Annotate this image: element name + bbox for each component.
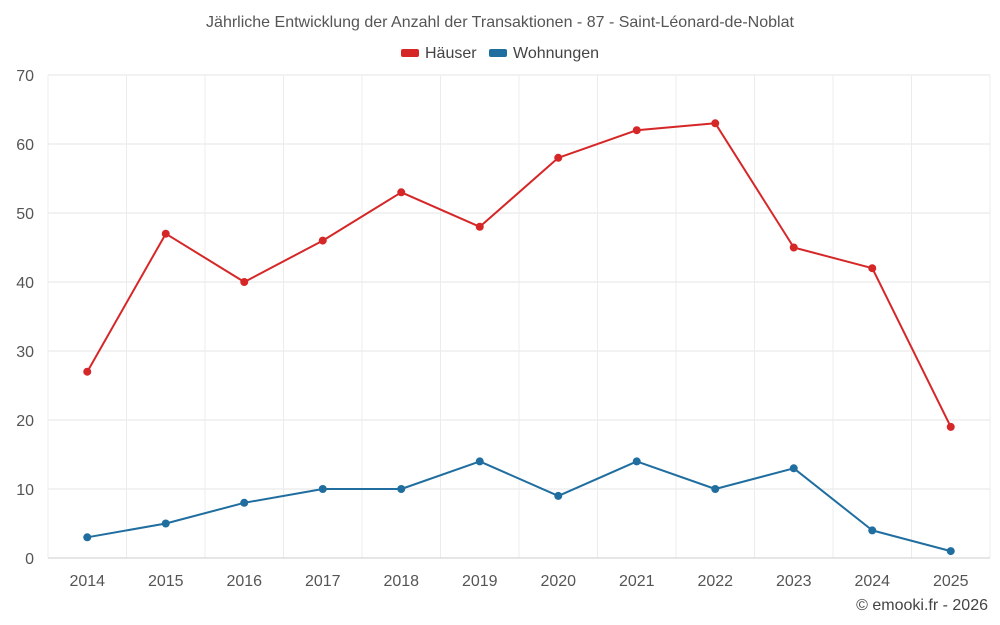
series-line-wohnungen <box>87 460 952 553</box>
x-tick-label: 2018 <box>383 573 419 590</box>
series-line-haeuser <box>86 122 952 428</box>
x-tick-label: 2015 <box>148 573 184 590</box>
data-point-wohnungen <box>946 547 955 556</box>
y-tick-label: 60 <box>16 137 34 154</box>
data-point-haeuser <box>868 264 877 273</box>
legend-label-wohnungen: Wohnungen <box>513 45 600 62</box>
legend: Häuser Wohnungen <box>0 45 1000 63</box>
data-point-haeuser <box>161 229 170 238</box>
chart-title: Jährliche Entwicklung der Anzahl der Tra… <box>206 14 794 31</box>
legend-label-haeuser: Häuser <box>424 45 477 62</box>
data-point-wohnungen <box>240 498 249 507</box>
x-tick-label: 2025 <box>933 573 969 590</box>
data-point-haeuser <box>318 236 327 245</box>
data-point-haeuser <box>240 278 249 286</box>
data-point-wohnungen <box>554 491 563 500</box>
data-point-haeuser <box>632 126 641 135</box>
data-point-wohnungen <box>711 485 720 493</box>
y-tick-label: 10 <box>16 482 34 499</box>
data-point-haeuser <box>397 188 406 197</box>
data-point-haeuser <box>83 367 92 376</box>
y-tick-label: 40 <box>16 275 34 292</box>
legend-item-haeuser[interactable]: Häuser <box>400 45 477 63</box>
data-point-wohnungen <box>789 464 798 473</box>
data-point-haeuser <box>711 119 720 128</box>
data-point-haeuser <box>789 243 798 252</box>
x-tick-label: 2021 <box>619 573 655 590</box>
data-point-wohnungen <box>397 485 406 493</box>
data-point-wohnungen <box>83 533 92 542</box>
data-point-wohnungen <box>632 457 641 466</box>
y-tick-label: 0 <box>25 551 34 568</box>
x-tick-label: 2024 <box>854 573 890 590</box>
x-tick-label: 2019 <box>462 573 498 590</box>
x-tick-label: 2020 <box>540 573 576 590</box>
legend-swatch-haeuser <box>400 48 419 57</box>
credit-text: © emooki.fr - 2026 <box>856 597 988 614</box>
x-tick-label: 2023 <box>776 573 812 590</box>
y-tick-label: 20 <box>16 413 34 430</box>
data-point-wohnungen <box>318 485 327 493</box>
data-point-wohnungen <box>868 526 877 535</box>
data-point-wohnungen <box>475 457 484 466</box>
data-point-haeuser <box>946 422 955 431</box>
y-tick-label: 30 <box>16 344 34 361</box>
data-point-haeuser <box>475 222 484 231</box>
x-tick-label: 2017 <box>305 573 341 590</box>
x-tick-label: 2022 <box>697 573 733 590</box>
y-tick-label: 70 <box>16 68 34 85</box>
x-tick-label: 2014 <box>69 573 105 590</box>
data-point-haeuser <box>554 153 563 162</box>
x-tick-label: 2016 <box>226 573 262 590</box>
legend-item-wohnungen[interactable]: Wohnungen <box>489 45 599 63</box>
data-point-wohnungen <box>161 519 170 528</box>
legend-swatch-wohnungen <box>489 48 508 57</box>
y-tick-label: 50 <box>16 206 34 223</box>
